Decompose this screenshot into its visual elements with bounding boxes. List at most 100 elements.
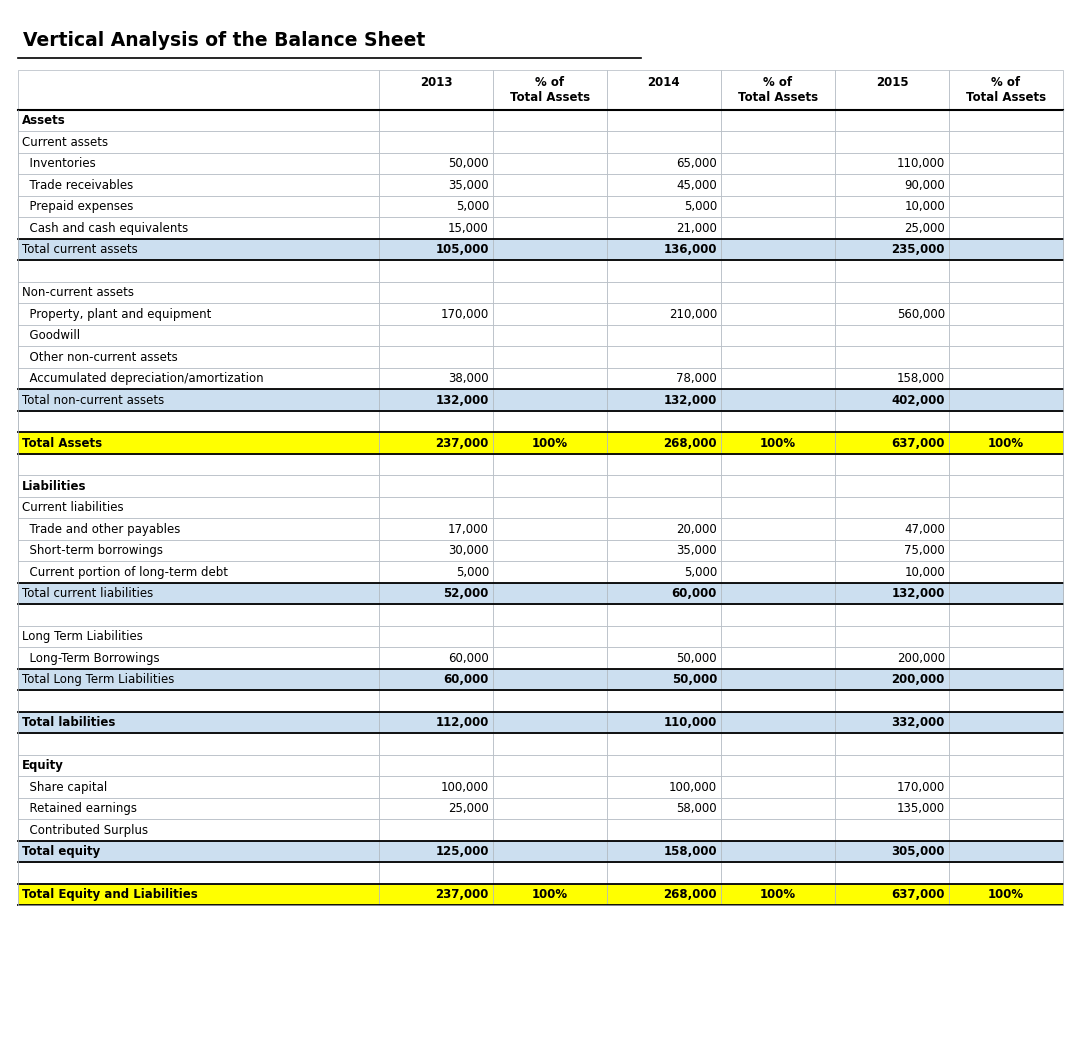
Bar [18,153,379,175]
Bar [379,540,493,561]
Text: 110,000: 110,000 [664,716,716,730]
Bar [721,389,835,411]
Text: 17,000: 17,000 [448,522,488,536]
Bar [18,604,379,626]
Text: 158,000: 158,000 [663,845,716,859]
Bar [949,218,1064,239]
Bar [493,647,607,669]
Bar [379,218,493,239]
Bar [607,367,721,389]
Bar [835,389,949,411]
Text: 100%: 100% [987,888,1024,901]
Text: 5,000: 5,000 [683,200,716,214]
Bar [607,304,721,325]
Bar [721,712,835,734]
Bar [607,647,721,669]
Bar [721,70,835,110]
Text: Inventories: Inventories [22,157,95,171]
Bar [18,626,379,647]
Bar [721,196,835,218]
Bar [835,475,949,497]
Bar [379,884,493,906]
Bar [949,347,1064,367]
Text: 47,000: 47,000 [904,522,945,536]
Bar [835,261,949,282]
Bar [835,540,949,561]
Bar [493,347,607,367]
Bar [835,282,949,304]
Bar [607,734,721,755]
Bar [379,432,493,454]
Text: 38,000: 38,000 [449,373,488,385]
Text: 25,000: 25,000 [448,802,488,816]
Bar [18,389,379,411]
Bar [18,561,379,583]
Text: 235,000: 235,000 [891,243,945,257]
Text: Goodwill: Goodwill [22,329,80,342]
Text: Current portion of long-term debt: Current portion of long-term debt [22,565,228,579]
Bar [493,411,607,432]
Bar [721,432,835,454]
Bar [721,863,835,884]
Bar [835,110,949,132]
Bar [721,540,835,561]
Bar [835,647,949,669]
Bar [949,777,1064,798]
Bar [835,347,949,367]
Bar [607,863,721,884]
Text: 100%: 100% [532,888,568,901]
Bar [18,841,379,863]
Bar [379,755,493,777]
Bar [949,282,1064,304]
Bar [607,475,721,497]
Text: Total labilities: Total labilities [22,716,116,730]
Bar [949,561,1064,583]
Bar [607,583,721,604]
Bar [18,411,379,432]
Bar [835,132,949,153]
Bar [949,132,1064,153]
Bar [721,561,835,583]
Bar [493,734,607,755]
Text: 15,000: 15,000 [448,222,488,235]
Text: Long-Term Borrowings: Long-Term Borrowings [22,651,160,665]
Text: Accumulated depreciation/amortization: Accumulated depreciation/amortization [22,373,263,385]
Bar [949,304,1064,325]
Bar [379,691,493,712]
Bar [835,820,949,841]
Text: Long Term Liabilities: Long Term Liabilities [22,630,142,643]
Text: 132,000: 132,000 [664,394,716,406]
Bar [18,175,379,196]
Bar [721,518,835,540]
Bar [18,218,379,239]
Bar [949,475,1064,497]
Bar [493,454,607,475]
Text: 78,000: 78,000 [676,373,716,385]
Bar [493,132,607,153]
Bar [949,153,1064,175]
Bar [721,325,835,347]
Bar [18,347,379,367]
Text: Total Assets: Total Assets [22,437,102,450]
Bar [18,820,379,841]
Bar [607,389,721,411]
Text: 100%: 100% [532,437,568,450]
Text: Non-current assets: Non-current assets [22,286,134,299]
Text: 125,000: 125,000 [436,845,488,859]
Bar [835,777,949,798]
Bar [835,70,949,110]
Text: % of: % of [992,76,1021,89]
Bar [835,755,949,777]
Bar [721,411,835,432]
Bar [835,734,949,755]
Bar [379,347,493,367]
Text: Contributed Surplus: Contributed Surplus [22,824,148,837]
Bar [835,712,949,734]
Text: 200,000: 200,000 [896,651,945,665]
Bar [607,132,721,153]
Bar [949,626,1064,647]
Bar [721,218,835,239]
Bar [379,367,493,389]
Text: 100%: 100% [987,437,1024,450]
Bar [18,540,379,561]
